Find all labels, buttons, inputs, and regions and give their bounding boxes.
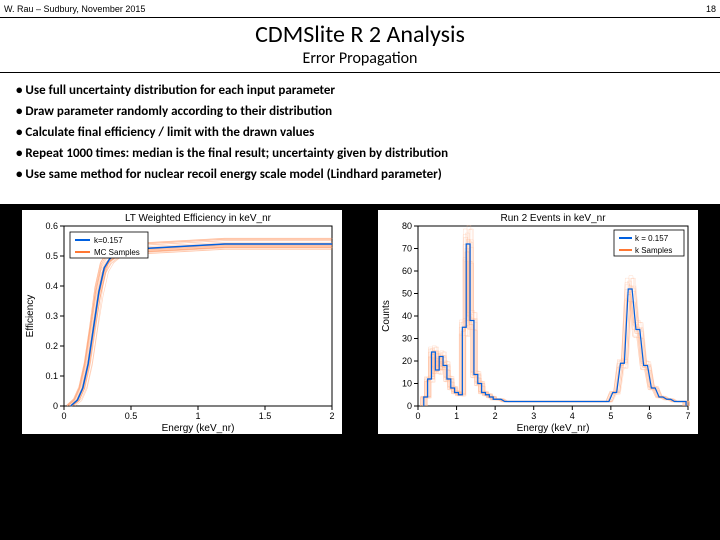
svg-text:Energy (keV_nr): Energy (keV_nr) xyxy=(162,423,235,434)
svg-text:5: 5 xyxy=(608,411,613,421)
svg-text:0.5: 0.5 xyxy=(125,411,138,421)
svg-text:1.5: 1.5 xyxy=(259,411,272,421)
svg-text:Counts: Counts xyxy=(381,300,392,332)
svg-text:0.4: 0.4 xyxy=(45,281,58,291)
list-item: Repeat 1000 times: median is the final r… xyxy=(16,146,704,161)
svg-text:4: 4 xyxy=(570,411,575,421)
svg-text:k Samples: k Samples xyxy=(635,246,672,255)
list-item: Use full uncertainty distribution for ea… xyxy=(16,83,704,98)
bullet-list: Use full uncertainty distribution for ea… xyxy=(0,73,720,204)
svg-text:1: 1 xyxy=(454,411,459,421)
svg-text:Run 2 Events in keV_nr: Run 2 Events in keV_nr xyxy=(500,213,606,224)
svg-text:0: 0 xyxy=(407,401,412,411)
svg-text:2: 2 xyxy=(329,411,334,421)
svg-text:0.2: 0.2 xyxy=(45,341,58,351)
svg-text:70: 70 xyxy=(402,244,412,254)
svg-text:LT Weighted Efficiency in keV_: LT Weighted Efficiency in keV_nr xyxy=(125,213,272,224)
header-left: W. Rau – Sudbury, November 2015 xyxy=(4,4,145,14)
svg-text:0.3: 0.3 xyxy=(45,311,58,321)
list-item: Draw parameter randomly according to the… xyxy=(16,104,704,119)
chart-row: LT Weighted Efficiency in keV_nr 0 0.5 1 1.5… xyxy=(0,204,720,434)
svg-text:2: 2 xyxy=(493,411,498,421)
header: W. Rau – Sudbury, November 2015 18 xyxy=(0,0,720,18)
svg-text:3: 3 xyxy=(531,411,536,421)
page-number: 18 xyxy=(706,4,716,14)
svg-text:80: 80 xyxy=(402,221,412,231)
svg-text:0.6: 0.6 xyxy=(45,221,58,231)
subtitle: Error Propagation xyxy=(0,49,720,68)
svg-text:k=0.157: k=0.157 xyxy=(94,236,123,245)
events-chart: Run 2 Events in keV_nr012345670102030405… xyxy=(378,210,698,434)
efficiency-chart: LT Weighted Efficiency in keV_nr 0 0.5 1 1.5… xyxy=(22,210,342,434)
svg-text:0: 0 xyxy=(415,411,420,421)
svg-text:50: 50 xyxy=(402,289,412,299)
svg-text:1: 1 xyxy=(195,411,200,421)
svg-text:30: 30 xyxy=(402,334,412,344)
svg-text:0: 0 xyxy=(61,411,66,421)
svg-text:Efficiency: Efficiency xyxy=(25,295,36,338)
svg-text:60: 60 xyxy=(402,266,412,276)
svg-text:7: 7 xyxy=(685,411,690,421)
svg-text:10: 10 xyxy=(402,379,412,389)
svg-text:40: 40 xyxy=(402,311,412,321)
svg-text:k = 0.157: k = 0.157 xyxy=(635,234,669,243)
list-item: Use same method for nuclear recoil energ… xyxy=(16,167,704,182)
title-block: CDMSlite R 2 Analysis Error Propagation xyxy=(0,18,720,73)
svg-text:0.5: 0.5 xyxy=(45,251,58,261)
list-item: Calculate final efficiency / limit with … xyxy=(16,125,704,140)
svg-text:Energy (keV_nr): Energy (keV_nr) xyxy=(517,423,590,434)
svg-text:0.1: 0.1 xyxy=(45,371,58,381)
svg-text:MC Samples: MC Samples xyxy=(94,248,140,257)
svg-text:0: 0 xyxy=(53,401,58,411)
svg-text:6: 6 xyxy=(647,411,652,421)
page-title: CDMSlite R 2 Analysis xyxy=(0,20,720,49)
svg-text:20: 20 xyxy=(402,356,412,366)
